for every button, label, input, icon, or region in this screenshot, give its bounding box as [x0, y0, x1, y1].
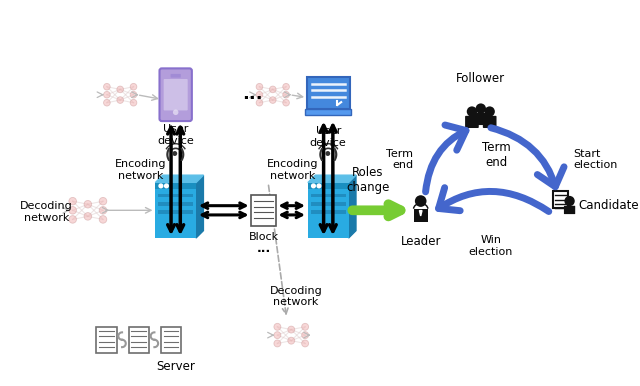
Text: (•): (•) — [317, 148, 339, 162]
FancyBboxPatch shape — [564, 206, 575, 214]
Circle shape — [301, 323, 308, 330]
Circle shape — [130, 99, 137, 106]
Circle shape — [130, 83, 137, 90]
Circle shape — [256, 91, 263, 98]
FancyBboxPatch shape — [308, 183, 349, 189]
Circle shape — [99, 216, 107, 223]
Text: Decoding
network: Decoding network — [269, 286, 323, 307]
Text: ...: ... — [257, 242, 271, 255]
Circle shape — [256, 83, 263, 90]
FancyBboxPatch shape — [307, 77, 349, 108]
FancyBboxPatch shape — [483, 116, 497, 128]
Circle shape — [274, 332, 281, 339]
Circle shape — [69, 197, 76, 205]
Circle shape — [84, 213, 92, 220]
FancyBboxPatch shape — [164, 79, 188, 110]
Circle shape — [301, 340, 308, 347]
Circle shape — [415, 195, 426, 207]
Circle shape — [99, 207, 107, 214]
Text: Term
end: Term end — [387, 149, 413, 170]
Circle shape — [484, 107, 495, 117]
Text: (•): (•) — [165, 148, 186, 162]
Circle shape — [104, 83, 110, 90]
FancyBboxPatch shape — [96, 327, 116, 353]
Circle shape — [301, 332, 308, 339]
FancyBboxPatch shape — [310, 202, 346, 206]
Polygon shape — [308, 175, 356, 183]
FancyBboxPatch shape — [308, 183, 349, 238]
Circle shape — [269, 86, 276, 93]
Circle shape — [283, 83, 289, 90]
Text: Roles
change: Roles change — [346, 166, 390, 194]
Circle shape — [274, 340, 281, 347]
FancyArrowPatch shape — [438, 188, 548, 212]
FancyArrowPatch shape — [491, 128, 564, 187]
FancyBboxPatch shape — [161, 327, 181, 353]
Text: Encoding
network: Encoding network — [268, 159, 319, 181]
FancyBboxPatch shape — [158, 210, 193, 214]
Circle shape — [84, 200, 92, 208]
FancyBboxPatch shape — [158, 202, 193, 206]
Circle shape — [283, 91, 289, 98]
Text: Follower: Follower — [456, 73, 506, 85]
FancyBboxPatch shape — [413, 209, 428, 222]
Text: Term
end: Term end — [482, 141, 511, 169]
FancyBboxPatch shape — [171, 74, 180, 78]
Text: Leader: Leader — [401, 235, 441, 248]
Circle shape — [117, 86, 124, 93]
Circle shape — [476, 103, 486, 114]
Circle shape — [288, 326, 295, 333]
Circle shape — [312, 184, 316, 188]
Circle shape — [564, 196, 575, 206]
Circle shape — [288, 337, 295, 344]
Circle shape — [130, 91, 137, 98]
Polygon shape — [156, 175, 204, 183]
FancyBboxPatch shape — [305, 108, 351, 115]
Text: Candidate: Candidate — [579, 199, 639, 212]
Text: Win
election: Win election — [468, 235, 513, 257]
FancyBboxPatch shape — [252, 195, 276, 226]
Circle shape — [274, 323, 281, 330]
FancyBboxPatch shape — [156, 183, 196, 189]
Text: User
device: User device — [157, 124, 194, 146]
Circle shape — [256, 99, 263, 106]
Circle shape — [164, 184, 168, 188]
FancyBboxPatch shape — [465, 116, 479, 128]
FancyBboxPatch shape — [474, 113, 488, 125]
Text: Decoding
network: Decoding network — [20, 201, 72, 223]
FancyBboxPatch shape — [554, 191, 568, 208]
Text: User
device: User device — [310, 126, 347, 148]
Text: Start
election: Start election — [573, 149, 618, 170]
Text: Block: Block — [248, 232, 278, 242]
FancyBboxPatch shape — [129, 327, 149, 353]
Circle shape — [467, 107, 477, 117]
Circle shape — [317, 184, 321, 188]
Polygon shape — [419, 211, 422, 216]
Circle shape — [269, 97, 276, 103]
Circle shape — [69, 216, 76, 223]
Circle shape — [283, 99, 289, 106]
Text: Server: Server — [156, 360, 195, 373]
Circle shape — [104, 99, 110, 106]
FancyArrowPatch shape — [426, 125, 466, 192]
Circle shape — [117, 97, 124, 103]
Text: ···: ··· — [242, 90, 262, 108]
Circle shape — [173, 110, 179, 115]
Circle shape — [104, 91, 110, 98]
Circle shape — [159, 184, 163, 188]
Polygon shape — [349, 175, 356, 238]
Circle shape — [99, 197, 107, 205]
Polygon shape — [196, 175, 204, 238]
FancyBboxPatch shape — [310, 210, 346, 214]
FancyBboxPatch shape — [159, 68, 192, 121]
FancyBboxPatch shape — [158, 194, 193, 197]
FancyBboxPatch shape — [156, 183, 196, 238]
Circle shape — [69, 207, 76, 214]
FancyBboxPatch shape — [310, 194, 346, 197]
Text: Encoding
network: Encoding network — [115, 159, 166, 181]
